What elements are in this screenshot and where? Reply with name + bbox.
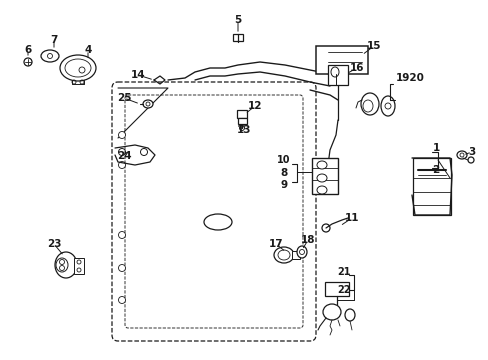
Text: 24: 24 [117, 151, 131, 161]
Circle shape [118, 265, 125, 271]
Ellipse shape [316, 174, 326, 182]
Circle shape [47, 54, 52, 58]
Circle shape [118, 231, 125, 238]
Circle shape [79, 67, 85, 73]
Ellipse shape [142, 100, 153, 108]
Ellipse shape [345, 309, 354, 321]
Ellipse shape [330, 67, 338, 77]
Text: 1920: 1920 [395, 73, 424, 83]
Text: 4: 4 [84, 45, 92, 55]
Ellipse shape [380, 96, 394, 116]
Text: 12: 12 [247, 101, 262, 111]
Bar [311, 158, 337, 194]
Ellipse shape [316, 186, 326, 194]
Ellipse shape [273, 247, 293, 263]
Bar [315, 46, 367, 74]
Text: 3: 3 [468, 147, 475, 157]
Ellipse shape [296, 246, 306, 258]
Ellipse shape [316, 161, 326, 169]
Text: 2: 2 [431, 165, 439, 175]
Text: 23: 23 [47, 239, 61, 249]
Bar [291, 251, 299, 259]
FancyBboxPatch shape [112, 82, 315, 341]
Text: 7: 7 [50, 35, 58, 45]
Circle shape [118, 162, 125, 168]
Text: 13: 13 [236, 125, 251, 135]
Text: 25: 25 [117, 93, 131, 103]
Ellipse shape [41, 50, 59, 62]
Ellipse shape [360, 93, 378, 115]
Bar [232, 34, 243, 41]
Circle shape [118, 131, 125, 139]
Ellipse shape [203, 214, 231, 230]
Text: 9: 9 [280, 180, 287, 190]
Bar [74, 258, 84, 274]
Ellipse shape [60, 55, 96, 81]
Ellipse shape [65, 59, 91, 77]
Circle shape [24, 58, 32, 66]
Text: 15: 15 [366, 41, 381, 51]
Text: 6: 6 [24, 45, 32, 55]
Bar [327, 65, 347, 85]
Circle shape [118, 297, 125, 303]
Bar [412, 158, 450, 215]
Bar [237, 110, 246, 118]
Bar [238, 118, 246, 124]
Text: 17: 17 [268, 239, 283, 249]
Ellipse shape [56, 258, 68, 272]
Text: 1: 1 [431, 143, 439, 153]
Text: 18: 18 [300, 235, 315, 245]
Text: 16: 16 [349, 63, 364, 73]
Text: 11: 11 [344, 213, 359, 223]
Text: 10: 10 [277, 155, 290, 165]
Text: 5: 5 [234, 15, 241, 25]
Ellipse shape [278, 250, 289, 260]
Ellipse shape [456, 151, 466, 159]
Ellipse shape [323, 304, 340, 320]
Text: 8: 8 [280, 168, 287, 178]
Text: 14: 14 [130, 70, 145, 80]
Text: 21: 21 [337, 267, 350, 277]
Text: 22: 22 [337, 285, 350, 295]
Bar [325, 282, 348, 296]
Circle shape [467, 157, 473, 163]
Ellipse shape [55, 252, 77, 278]
Ellipse shape [362, 100, 372, 112]
